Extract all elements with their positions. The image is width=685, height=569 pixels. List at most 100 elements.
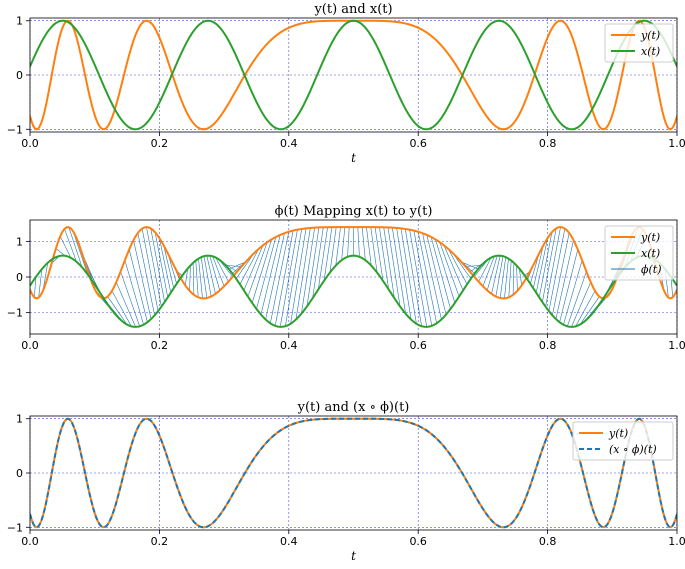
series-phi-line (323, 227, 333, 281)
series-phi-line (443, 245, 464, 291)
series-phi-line (559, 249, 579, 323)
y-tick-label: −1 (7, 123, 23, 136)
series-phi-line (347, 227, 350, 257)
x-tick-label: 0.4 (280, 137, 298, 150)
x-tick-label: 1.0 (668, 535, 685, 548)
y-tick-label: −1 (7, 521, 23, 534)
y-tick-label: −1 (7, 307, 23, 320)
x-tick-label: 0.8 (539, 535, 557, 548)
series-phi-line (486, 255, 498, 291)
series-phi-line (200, 257, 208, 299)
chart-panel-1: 0.0 0.2 0.4 0.6 0.8 1.0 1 0 −1 y(t) and x(t) t y(t)… (7, 2, 685, 165)
x-axis-label: t (351, 151, 356, 165)
series-phi-line (366, 227, 372, 266)
x-tick-label: 0.6 (409, 339, 427, 352)
series-phi-line (512, 262, 515, 295)
series-phi-line (146, 227, 162, 307)
series-phi-line (150, 228, 165, 303)
legend-label: y(t) (640, 29, 660, 42)
series-phi-line (335, 227, 341, 266)
series-phi-line (111, 290, 132, 327)
series-phi-line (571, 282, 592, 327)
chart-title: ϕ(t) Mapping x(t) to y(t) (275, 204, 433, 219)
x-tick-label: 0.2 (151, 535, 169, 548)
series-phi-line (306, 227, 320, 307)
series-phi-line (400, 228, 417, 324)
series-phi-line (203, 256, 212, 297)
series-phi-line (552, 232, 570, 316)
x-tick-label: 0.6 (409, 137, 427, 150)
series-phi-line (38, 269, 43, 298)
series-phi-line (184, 268, 189, 286)
legend-label: x(t) (641, 45, 660, 58)
series-phi-line (301, 227, 315, 314)
series-phi-line (274, 230, 294, 326)
series-phi-line (357, 227, 360, 257)
series-phi-line (225, 264, 242, 268)
series-phi-line (154, 232, 169, 298)
y-tick-label: 0 (16, 69, 23, 82)
series-phi-line (478, 257, 492, 282)
series-phi-line (430, 236, 451, 310)
series-phi-line (195, 260, 199, 298)
series-phi-line (260, 234, 281, 315)
series-phi-line (435, 239, 456, 303)
series-phi-line (555, 240, 574, 320)
series-phi-line (329, 227, 337, 273)
series-phi-line (579, 296, 600, 325)
series-phi-line (379, 227, 390, 290)
series-phi-line (128, 249, 148, 323)
series-phi-line (461, 261, 479, 270)
series-phi-line (563, 260, 583, 325)
series-phi-line (439, 242, 460, 297)
series-phi-line (107, 296, 128, 325)
series-phi-line (64, 228, 77, 262)
series-phi-line (68, 227, 83, 268)
x-tick-label: 0.4 (280, 339, 298, 352)
legend-box (572, 421, 674, 461)
series-phi-line (413, 230, 433, 326)
series-phi-line (159, 238, 172, 293)
legend-box (604, 225, 674, 281)
series-x-line (30, 19, 677, 131)
chart-title: y(t) and x(t) (313, 2, 392, 17)
series-phi-line (538, 232, 553, 298)
series-phi-line (482, 256, 495, 287)
series-phi-line (55, 248, 66, 257)
series-phi-line (567, 271, 587, 327)
series-phi-line (290, 228, 307, 324)
series-phi-line (516, 265, 518, 291)
x-tick-label: 1.0 (668, 137, 685, 150)
series-phi-line (34, 276, 37, 298)
x-tick-label: 0.6 (409, 535, 427, 548)
series-phi-line (206, 255, 216, 294)
series-phi-line (542, 228, 557, 303)
series-phi-line (265, 233, 285, 320)
series-phi-line (532, 245, 544, 289)
series-phi-line (215, 257, 229, 282)
series-phi-line (133, 240, 152, 320)
series-phi-line (212, 256, 225, 287)
series-phi-line (465, 264, 482, 268)
legend-label: ϕ(t) (641, 263, 662, 276)
x-tick-label: 0.8 (539, 137, 557, 150)
y-tick-label: 1 (16, 235, 23, 248)
series-phi-line (383, 227, 395, 299)
x-axis-label: t (351, 549, 356, 563)
x-tick-label: 0.2 (151, 137, 169, 150)
series-phi-line (545, 227, 561, 307)
plot-area (30, 226, 677, 328)
y-tick-label: 0 (16, 271, 23, 284)
series-phi-line (247, 242, 268, 297)
legend-label: y(t) (640, 231, 660, 244)
series-phi-line (448, 248, 468, 285)
series-phi-line (508, 260, 512, 298)
series-phi-line (396, 227, 412, 320)
series-phi-line (124, 260, 144, 325)
series-phi-line (426, 234, 447, 315)
series-phi-line (239, 248, 259, 285)
series-phi-line (198, 258, 203, 299)
series-phi-line (115, 282, 136, 327)
series-phi-line (370, 227, 378, 273)
